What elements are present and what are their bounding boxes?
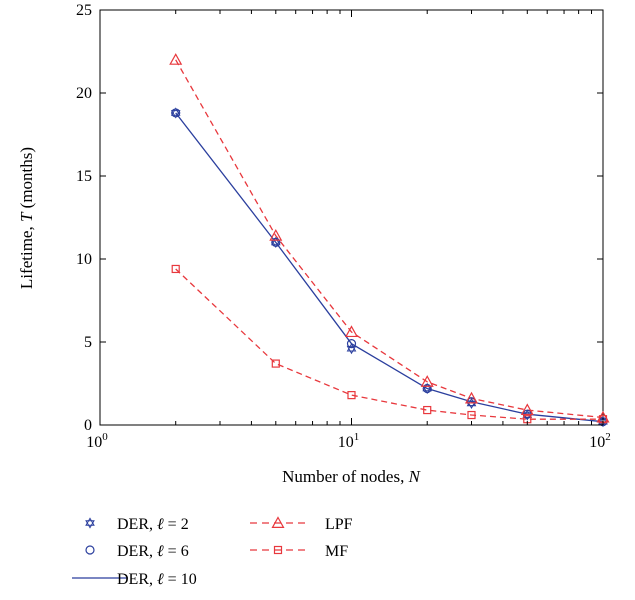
legend-label: DER, ℓ = 10	[117, 571, 197, 588]
data-point-series-2	[171, 108, 181, 118]
y-tick-label: 20	[76, 85, 92, 102]
series-layer	[169, 53, 610, 428]
data-point-series-4	[344, 325, 359, 338]
star-marker-part	[85, 517, 95, 526]
x-tick-label: 100	[86, 431, 108, 451]
axes-layer: 0 5 10 15 20 25 100 101 102	[76, 2, 611, 451]
y-tick-label: 0	[84, 417, 92, 434]
star-marker-part	[466, 400, 477, 410]
x-tick-label: 102	[589, 431, 611, 451]
series-line-5	[175, 268, 603, 420]
legend-entry: MF	[250, 543, 348, 560]
y-tick-label: 5	[84, 334, 92, 351]
legend: DER, ℓ = 2 DER, ℓ = 6 DER, ℓ = 10 LPF MF	[72, 516, 353, 588]
data-point-series-5	[271, 359, 280, 368]
y-tick-label: 15	[76, 168, 92, 185]
x-tick-label: 101	[338, 431, 360, 451]
data-point-series-2	[466, 397, 477, 407]
data-point-series-4	[520, 403, 534, 416]
legend-label: DER, ℓ = 2	[117, 516, 189, 533]
data-point-series-2	[271, 237, 281, 247]
legend-label: DER, ℓ = 6	[117, 543, 189, 560]
star-marker-part	[170, 110, 181, 119]
data-point-series-4	[420, 375, 434, 387]
star-marker-part	[422, 382, 433, 392]
legend-marker	[273, 545, 283, 555]
data-point-series-2	[422, 383, 432, 394]
y-tick-label: 25	[76, 2, 92, 19]
legend-entry: DER, ℓ = 6	[85, 543, 189, 560]
data-point-series-4	[269, 229, 283, 241]
legend-marker	[85, 545, 95, 555]
legend-marker	[85, 517, 95, 529]
y-tick-label: 10	[76, 251, 92, 268]
plot-area	[99, 9, 604, 426]
data-point-series-5	[467, 410, 476, 420]
series-line-4	[175, 59, 604, 419]
data-point-series-5	[423, 405, 432, 415]
data-point-series-4	[464, 391, 479, 404]
data-point-series-4	[169, 53, 183, 65]
x-axis-label: Number of nodes, N	[282, 467, 422, 486]
data-point-series-2	[346, 339, 357, 349]
data-point-series-1	[170, 107, 181, 119]
star-marker-part	[346, 345, 357, 355]
legend-entry: LPF	[250, 516, 353, 533]
legend-label: LPF	[325, 516, 353, 533]
legend-entry: DER, ℓ = 2	[85, 516, 189, 533]
star-marker-part	[85, 520, 95, 529]
star-marker-part	[270, 236, 281, 246]
star-marker-part	[170, 107, 181, 116]
series-line-3	[175, 112, 604, 423]
y-axis-label: Lifetime, T (months)	[17, 147, 36, 289]
legend-label: MF	[325, 543, 348, 560]
data-point-series-5	[347, 391, 356, 400]
legend-marker	[271, 516, 285, 529]
data-point-series-5	[171, 264, 180, 274]
legend-entry: DER, ℓ = 10	[72, 571, 197, 588]
